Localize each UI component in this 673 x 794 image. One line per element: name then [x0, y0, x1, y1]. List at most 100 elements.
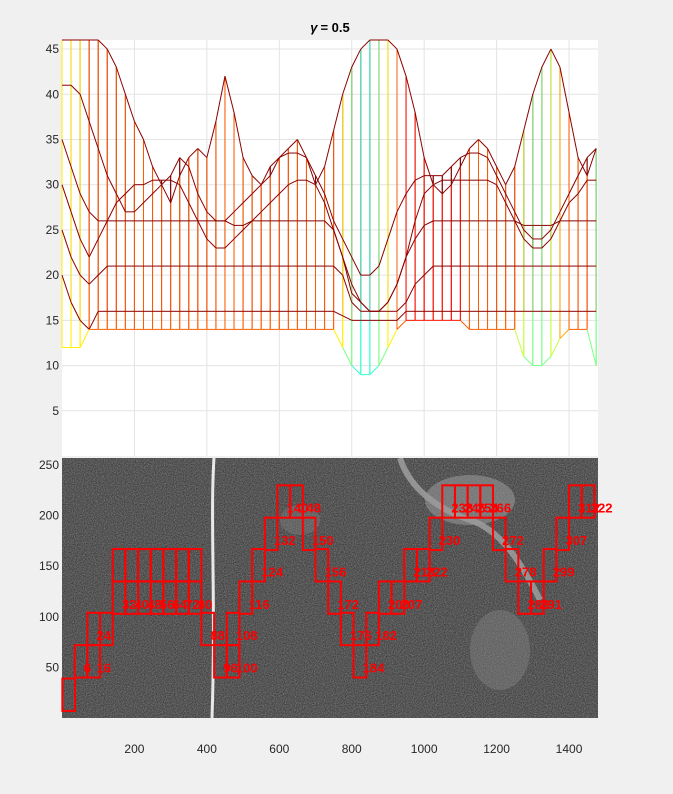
x-tick-label: 600: [269, 742, 289, 756]
mesh-row-segment: [197, 148, 208, 158]
mesh-row-segment: [79, 94, 90, 122]
mesh-row-segment: [79, 274, 90, 285]
box-label: 24: [96, 628, 111, 643]
mesh-row-segment: [70, 302, 81, 321]
y-tick-label: 5: [52, 404, 59, 418]
box-label: 40: [135, 597, 149, 612]
detection-box: [263, 516, 279, 552]
mesh-row-segment: [478, 152, 488, 159]
mesh-row-segment: [514, 220, 525, 240]
mesh-row-segment: [441, 184, 452, 195]
y-tick-label: 20: [46, 268, 60, 282]
x-tick-label: 1200: [483, 742, 510, 756]
mesh-row-segment: [306, 179, 316, 186]
box-label: 116: [249, 597, 270, 612]
mesh-row-segment: [143, 139, 154, 167]
mesh-row-segment: [70, 256, 81, 276]
mesh-row-segment: [260, 202, 271, 213]
box-label: 230: [439, 533, 461, 548]
mesh-row-segment: [197, 220, 208, 240]
mesh-row-segment: [97, 265, 108, 276]
box-label: 254: [477, 501, 499, 516]
mesh-row-segment: [505, 202, 516, 222]
mesh-row-segment: [342, 274, 353, 303]
mesh-row-segment: [586, 148, 597, 158]
mesh-row-segment: [541, 48, 552, 68]
x-tick-label: 800: [342, 742, 362, 756]
mesh-row-segment: [423, 184, 434, 195]
box-label: 148: [299, 501, 321, 516]
mesh-row-segment: [215, 76, 226, 122]
mesh-row-segment: [315, 166, 326, 185]
box-label: 172: [337, 597, 359, 612]
mesh-row-segment: [496, 184, 507, 204]
mesh-row-segment: [541, 356, 552, 366]
detection-box: [61, 677, 77, 712]
mesh-row-segment: [523, 94, 534, 131]
mesh-row-segment: [342, 238, 353, 258]
mesh-row-segment: [369, 265, 380, 276]
mesh-row-segment: [61, 184, 72, 212]
mesh-row-segment: [61, 274, 72, 303]
mesh-row-segment: [423, 157, 434, 185]
mesh-row-segment: [251, 175, 262, 186]
mesh-row-segment: [161, 184, 172, 204]
detection-box: [175, 548, 190, 583]
mesh-row-segment: [577, 157, 588, 176]
mesh-row-segment: [297, 152, 307, 159]
box-label: 286: [527, 597, 549, 612]
mesh-row-segment: [423, 265, 434, 276]
mesh-row-segment: [251, 184, 262, 195]
y-tick-label: 15: [46, 313, 60, 327]
mesh-row-segment: [115, 193, 126, 213]
mesh-row-segment: [351, 365, 362, 375]
mesh-row-segment: [459, 148, 470, 167]
detection-box: [327, 580, 342, 615]
mesh-row-segment: [242, 220, 253, 231]
box-label: 88: [211, 628, 225, 643]
box-label: 213: [413, 564, 435, 579]
mesh-row-segment: [387, 39, 398, 50]
mesh-row-segment: [387, 283, 398, 303]
box-label: 307: [565, 533, 587, 548]
mesh-row-segment: [61, 229, 72, 258]
mesh-row-segment: [414, 193, 425, 222]
detection-box: [339, 611, 355, 647]
detection-box: [555, 516, 571, 552]
mesh-row-segment: [324, 130, 335, 167]
detection-box: [491, 516, 507, 552]
mesh-row-segment: [460, 152, 470, 159]
detection-box: [390, 580, 406, 615]
detection-box: [301, 516, 317, 552]
mesh-axes-background: [62, 40, 598, 456]
chart-title-symbol: γ: [310, 20, 318, 35]
mesh-row-segment: [414, 112, 425, 158]
mesh-row-segment: [233, 229, 244, 240]
mesh-axes: 5 10 15 20 25 30 35 40 45 γ = 0.5: [46, 20, 598, 456]
mesh-row-segment: [133, 121, 144, 140]
mesh-row-segment: [550, 220, 561, 240]
mesh-row-segment: [342, 315, 352, 321]
mesh-row-segment: [405, 220, 416, 258]
mesh-row-segment: [441, 166, 452, 177]
box-label: 150: [312, 533, 334, 548]
detection-box: [428, 516, 444, 552]
y-tick-label: 10: [46, 359, 60, 373]
detection-box: [251, 548, 266, 583]
mesh-row-segment: [88, 274, 99, 285]
mesh-row-segment: [559, 193, 570, 213]
mesh-row-segment: [568, 112, 579, 158]
mesh-row-segment: [79, 319, 90, 330]
mesh-row-segment: [179, 157, 190, 167]
x-tick-label: 400: [197, 742, 217, 756]
box-label: 96: [223, 661, 237, 676]
image-y-tick-labels: 50 100 150 200 250: [39, 458, 59, 674]
mesh-row-segment: [97, 39, 108, 50]
box-label: 207: [401, 597, 423, 612]
mesh-row-segment: [405, 179, 416, 195]
mesh-row-segment: [514, 329, 525, 357]
box-label: 16: [96, 661, 110, 676]
mesh-row-segment: [378, 301, 389, 312]
x-tick-label: 200: [124, 742, 144, 756]
chart-title: γ = 0.5: [310, 20, 350, 35]
